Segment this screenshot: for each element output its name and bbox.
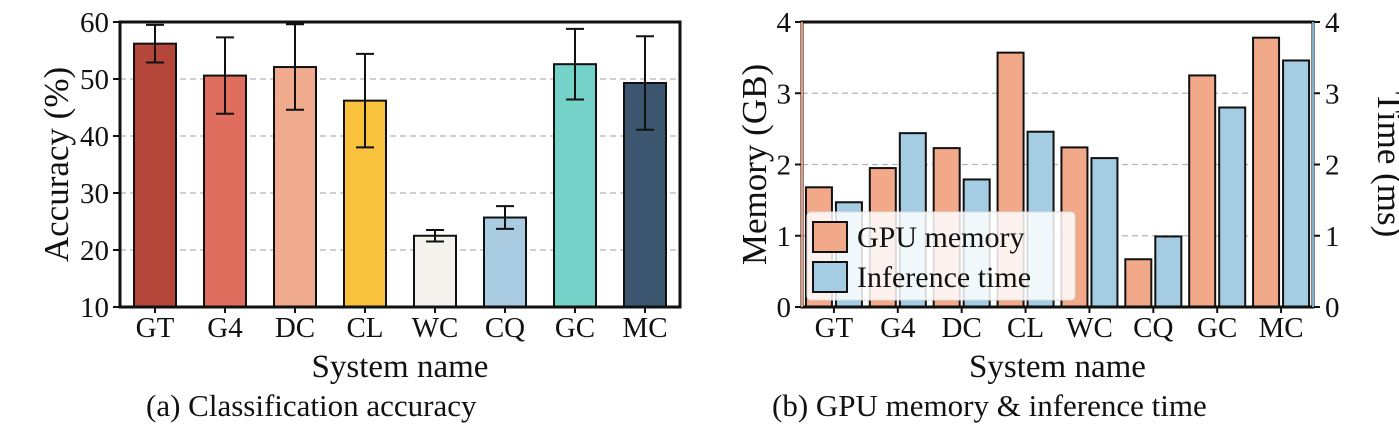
y-tick-label-left: 1: [777, 221, 792, 253]
legend-label: GPU memory: [857, 221, 1025, 254]
x-tick-label: GC: [555, 312, 595, 344]
y-tick-label-right: 4: [1325, 7, 1340, 39]
y-tick-label-left: 2: [777, 150, 792, 182]
x-tick-label: MC: [1258, 312, 1303, 344]
bar-cq-inference-time: [1154, 235, 1183, 308]
bar-gc: [553, 63, 597, 309]
chart-a: 10 20 30 40 50 60 GT G4 DC CL WC CQ GC MC System name A…: [37, 7, 682, 385]
bar-mc-gpu-memory: [1252, 36, 1281, 309]
y-axis-label-left: Memory (GB): [735, 64, 774, 265]
x-tick-label: WC: [1066, 312, 1113, 344]
y-tick-label: 40: [80, 121, 109, 153]
y-tick-label-left: 0: [777, 292, 792, 324]
bar-gt: [133, 42, 177, 308]
x-tick-label: MC: [622, 312, 667, 344]
x-tick-label: G4: [880, 312, 916, 344]
y-tick-label: 30: [80, 178, 109, 210]
bar-wc: [413, 234, 457, 308]
plot-frame: [118, 20, 682, 309]
y-tick-label-right: 3: [1325, 78, 1340, 110]
y-tick-label: 10: [80, 292, 109, 324]
legend-box: [806, 211, 1076, 301]
x-tick-label: DC: [275, 312, 315, 344]
legend-swatch: [812, 261, 848, 293]
y-axis-label-right: Time (ms): [1370, 92, 1399, 238]
x-tick-label: CQ: [1133, 312, 1173, 344]
y-tick-label: 50: [80, 64, 109, 96]
x-tick-label: GT: [815, 312, 854, 344]
chart-b: 0 0 1 1 2 2 3 3 4 4 GT G4 DC CL WC CQ GC MC System name Mem…: [735, 7, 1399, 385]
legend: GPU memory Inference time: [806, 211, 1076, 301]
caption-a: (a) Classification accuracy: [146, 388, 477, 423]
y-tick-label-left: 4: [777, 7, 792, 39]
x-tick-label: G4: [207, 312, 243, 344]
x-tick-label: GC: [1197, 312, 1237, 344]
x-tick-label: GT: [136, 312, 175, 344]
legend-label: Inference time: [857, 261, 1031, 294]
y-tick-label-left: 3: [777, 78, 792, 110]
x-tick-label: WC: [412, 312, 459, 344]
y-tick-label-right: 1: [1325, 221, 1340, 253]
y-tick-label: 20: [80, 235, 109, 267]
bar-mc-inference-time: [1282, 59, 1311, 308]
x-tick-label: CL: [346, 312, 383, 344]
x-tick-label: CL: [1007, 312, 1044, 344]
bar-gc-gpu-memory: [1188, 74, 1217, 308]
caption-b: (b) GPU memory & inference time: [772, 388, 1207, 423]
legend-swatch: [812, 221, 848, 253]
x-axis-label: System name: [312, 349, 489, 385]
y-tick-label-right: 2: [1325, 150, 1340, 182]
x-tick-label: DC: [942, 312, 982, 344]
y-tick-label: 60: [80, 7, 109, 39]
bar-cq: [483, 216, 527, 308]
y-tick-label-right: 0: [1325, 292, 1340, 324]
bar-wc-inference-time: [1090, 157, 1119, 308]
bar-gc-inference-time: [1218, 106, 1247, 308]
x-tick-label: CQ: [485, 312, 525, 344]
bar-cq-gpu-memory: [1124, 258, 1153, 309]
x-axis-label: System name: [969, 349, 1146, 385]
y-axis-label: Accuracy (%): [37, 67, 76, 262]
